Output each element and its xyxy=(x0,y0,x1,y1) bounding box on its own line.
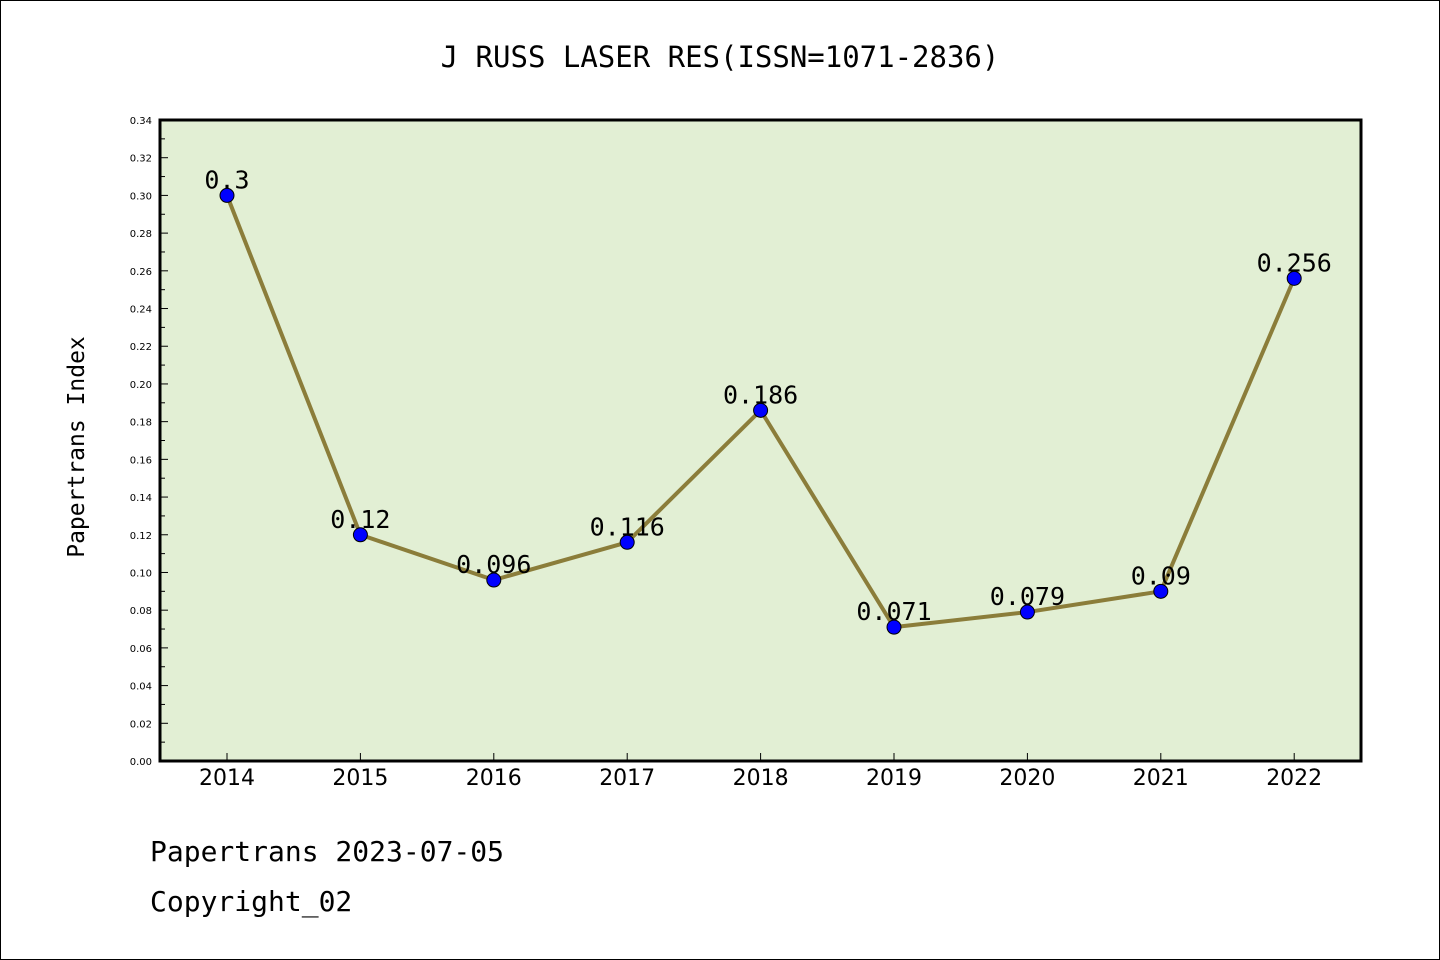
data-point xyxy=(219,187,235,203)
y-tick-label: 0.16 xyxy=(130,455,152,466)
y-tick-label: 0.04 xyxy=(130,682,152,693)
y-tick-label: 0.30 xyxy=(130,191,152,202)
x-axis-ticks: 2014 2015 2016 2017 2018 2019 2020 2021 2022 xyxy=(199,753,1322,791)
data-label: 0.116 xyxy=(590,512,665,541)
data-point xyxy=(886,619,902,635)
data-label: 0.09 xyxy=(1131,561,1191,590)
x-tick-label: 2016 xyxy=(466,766,522,791)
data-label: 0.071 xyxy=(856,597,931,626)
data-label: 0.079 xyxy=(990,582,1065,611)
data-point xyxy=(619,534,635,550)
y-tick-label: 0.24 xyxy=(130,305,152,316)
x-tick-label: 2020 xyxy=(999,766,1055,791)
y-tick-label: 0.34 xyxy=(130,116,152,127)
y-tick-label: 0.14 xyxy=(130,493,152,504)
y-tick-label: 0.18 xyxy=(130,418,152,429)
x-tick-label: 2015 xyxy=(332,766,388,791)
data-point xyxy=(486,572,502,588)
data-point xyxy=(753,402,769,418)
y-tick-label: 0.12 xyxy=(130,531,152,542)
x-tick-label: 2017 xyxy=(599,766,655,791)
x-tick-label: 2022 xyxy=(1266,766,1322,791)
x-tick-label: 2021 xyxy=(1133,766,1189,791)
y-tick-label: 0.00 xyxy=(130,757,152,768)
y-tick-label: 0.10 xyxy=(130,568,152,579)
data-point xyxy=(1153,583,1169,599)
y-tick-label: 0.22 xyxy=(130,342,152,353)
x-tick-label: 2019 xyxy=(866,766,922,791)
data-point xyxy=(1286,270,1302,286)
y-tick-label: 0.28 xyxy=(130,229,152,240)
x-tick-label: 2018 xyxy=(733,766,789,791)
data-label: 0.3 xyxy=(204,165,249,194)
data-label: 0.12 xyxy=(330,505,390,534)
data-label: 0.256 xyxy=(1257,248,1332,277)
y-tick-label: 0.06 xyxy=(130,644,152,655)
data-point xyxy=(1019,604,1035,620)
y-axis-label: Papertrans Index xyxy=(64,336,90,558)
data-points xyxy=(219,187,1302,635)
plot-area xyxy=(160,120,1361,761)
plot-border xyxy=(158,118,1363,763)
x-tick-label: 2014 xyxy=(199,766,255,791)
y-tick-label: 0.02 xyxy=(130,719,152,730)
y-tick-label: 0.20 xyxy=(130,380,152,391)
data-label: 0.186 xyxy=(723,380,798,409)
data-label: 0.096 xyxy=(456,550,531,579)
data-point xyxy=(352,527,368,543)
y-tick-label: 0.32 xyxy=(130,154,152,165)
y-tick-label: 0.08 xyxy=(130,606,152,617)
y-tick-label: 0.26 xyxy=(130,267,152,278)
footer-copyright: Copyright_02 xyxy=(150,885,353,918)
data-labels: 0.3 0.12 0.096 0.116 0.186 0.071 0.079 0.09 0.25… xyxy=(204,165,1331,626)
chart-title: J RUSS LASER RES(ISSN=1071-2836) xyxy=(441,40,1000,74)
footer-date: Papertrans 2023-07-05 xyxy=(150,835,505,868)
